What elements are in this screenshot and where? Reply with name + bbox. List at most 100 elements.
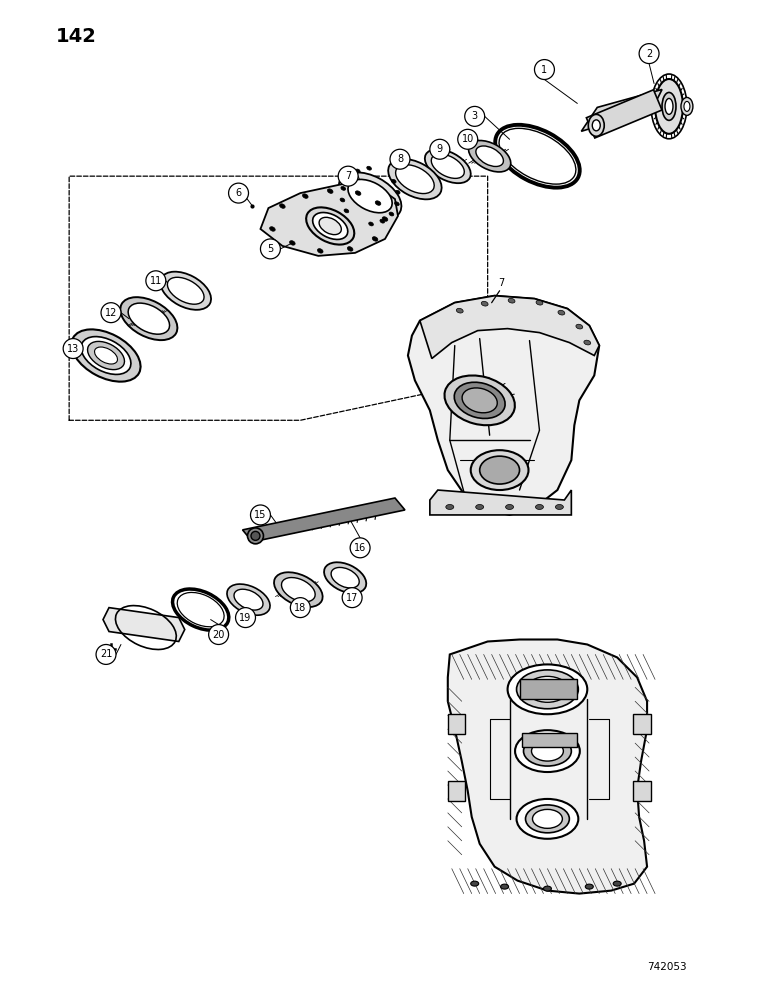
Ellipse shape xyxy=(446,504,454,509)
Polygon shape xyxy=(420,296,599,359)
Text: 21: 21 xyxy=(100,649,112,659)
Ellipse shape xyxy=(516,799,578,839)
Polygon shape xyxy=(448,714,465,734)
Ellipse shape xyxy=(526,805,569,833)
Ellipse shape xyxy=(282,578,315,602)
Ellipse shape xyxy=(425,149,471,183)
Ellipse shape xyxy=(388,159,441,199)
Ellipse shape xyxy=(531,741,563,761)
Text: 17: 17 xyxy=(346,593,358,603)
Text: 5: 5 xyxy=(268,244,274,254)
Ellipse shape xyxy=(289,241,295,245)
Text: 6: 6 xyxy=(236,188,242,198)
Ellipse shape xyxy=(81,337,131,374)
Text: 13: 13 xyxy=(67,344,80,354)
Ellipse shape xyxy=(367,166,371,170)
Ellipse shape xyxy=(306,207,354,245)
Text: 742053: 742053 xyxy=(647,962,686,972)
Ellipse shape xyxy=(481,301,488,306)
Text: 7: 7 xyxy=(345,171,351,181)
Ellipse shape xyxy=(346,176,351,180)
Polygon shape xyxy=(430,490,572,515)
Ellipse shape xyxy=(344,209,349,213)
Ellipse shape xyxy=(523,736,572,766)
Ellipse shape xyxy=(87,341,125,370)
Text: 1: 1 xyxy=(541,65,548,75)
Circle shape xyxy=(390,149,410,169)
Ellipse shape xyxy=(505,504,513,509)
Circle shape xyxy=(342,588,362,608)
Ellipse shape xyxy=(470,450,529,490)
Ellipse shape xyxy=(234,589,263,610)
Ellipse shape xyxy=(585,884,594,889)
Ellipse shape xyxy=(270,227,275,231)
Polygon shape xyxy=(448,640,647,894)
Ellipse shape xyxy=(395,202,399,206)
Polygon shape xyxy=(243,498,405,542)
Ellipse shape xyxy=(251,531,260,540)
Polygon shape xyxy=(581,89,662,131)
Text: 12: 12 xyxy=(105,308,117,318)
Ellipse shape xyxy=(665,98,673,114)
Ellipse shape xyxy=(313,213,348,239)
Circle shape xyxy=(430,139,450,159)
Ellipse shape xyxy=(588,114,604,136)
Ellipse shape xyxy=(375,201,381,205)
Ellipse shape xyxy=(247,528,264,544)
Ellipse shape xyxy=(516,670,578,709)
Ellipse shape xyxy=(613,881,621,886)
Circle shape xyxy=(534,60,555,80)
Polygon shape xyxy=(408,296,599,515)
Ellipse shape xyxy=(470,881,479,886)
Ellipse shape xyxy=(508,664,587,714)
Ellipse shape xyxy=(395,190,400,194)
Text: 2: 2 xyxy=(646,49,652,59)
Ellipse shape xyxy=(476,504,484,509)
Text: 20: 20 xyxy=(212,630,225,640)
Circle shape xyxy=(350,538,370,558)
Ellipse shape xyxy=(356,169,360,173)
Text: 3: 3 xyxy=(472,111,478,121)
Ellipse shape xyxy=(128,303,169,334)
Polygon shape xyxy=(633,781,651,801)
Ellipse shape xyxy=(380,219,385,223)
Polygon shape xyxy=(519,679,577,699)
Ellipse shape xyxy=(454,382,505,418)
Ellipse shape xyxy=(72,329,140,382)
Ellipse shape xyxy=(469,141,511,172)
Ellipse shape xyxy=(476,146,503,166)
Ellipse shape xyxy=(392,179,396,183)
Ellipse shape xyxy=(533,809,562,828)
Ellipse shape xyxy=(331,567,360,588)
Ellipse shape xyxy=(347,247,353,251)
Ellipse shape xyxy=(395,165,434,194)
Text: 19: 19 xyxy=(239,613,252,623)
Ellipse shape xyxy=(508,298,515,303)
Circle shape xyxy=(290,598,310,618)
Ellipse shape xyxy=(445,375,515,425)
Ellipse shape xyxy=(94,347,118,364)
Ellipse shape xyxy=(227,584,270,615)
Text: 142: 142 xyxy=(56,27,97,46)
Circle shape xyxy=(101,303,121,323)
Ellipse shape xyxy=(356,191,361,195)
Ellipse shape xyxy=(526,676,569,702)
Ellipse shape xyxy=(536,504,544,509)
Ellipse shape xyxy=(274,572,323,607)
Ellipse shape xyxy=(501,884,509,889)
Ellipse shape xyxy=(456,308,463,313)
Ellipse shape xyxy=(389,212,394,216)
Ellipse shape xyxy=(655,79,683,134)
Ellipse shape xyxy=(161,272,211,310)
Text: 18: 18 xyxy=(294,603,307,613)
Circle shape xyxy=(208,625,229,644)
Ellipse shape xyxy=(279,204,285,208)
Circle shape xyxy=(261,239,280,259)
Polygon shape xyxy=(103,608,185,641)
Circle shape xyxy=(96,644,116,664)
Ellipse shape xyxy=(382,217,388,221)
Ellipse shape xyxy=(303,194,308,198)
Ellipse shape xyxy=(340,198,345,202)
Ellipse shape xyxy=(324,562,367,593)
Ellipse shape xyxy=(592,120,601,131)
